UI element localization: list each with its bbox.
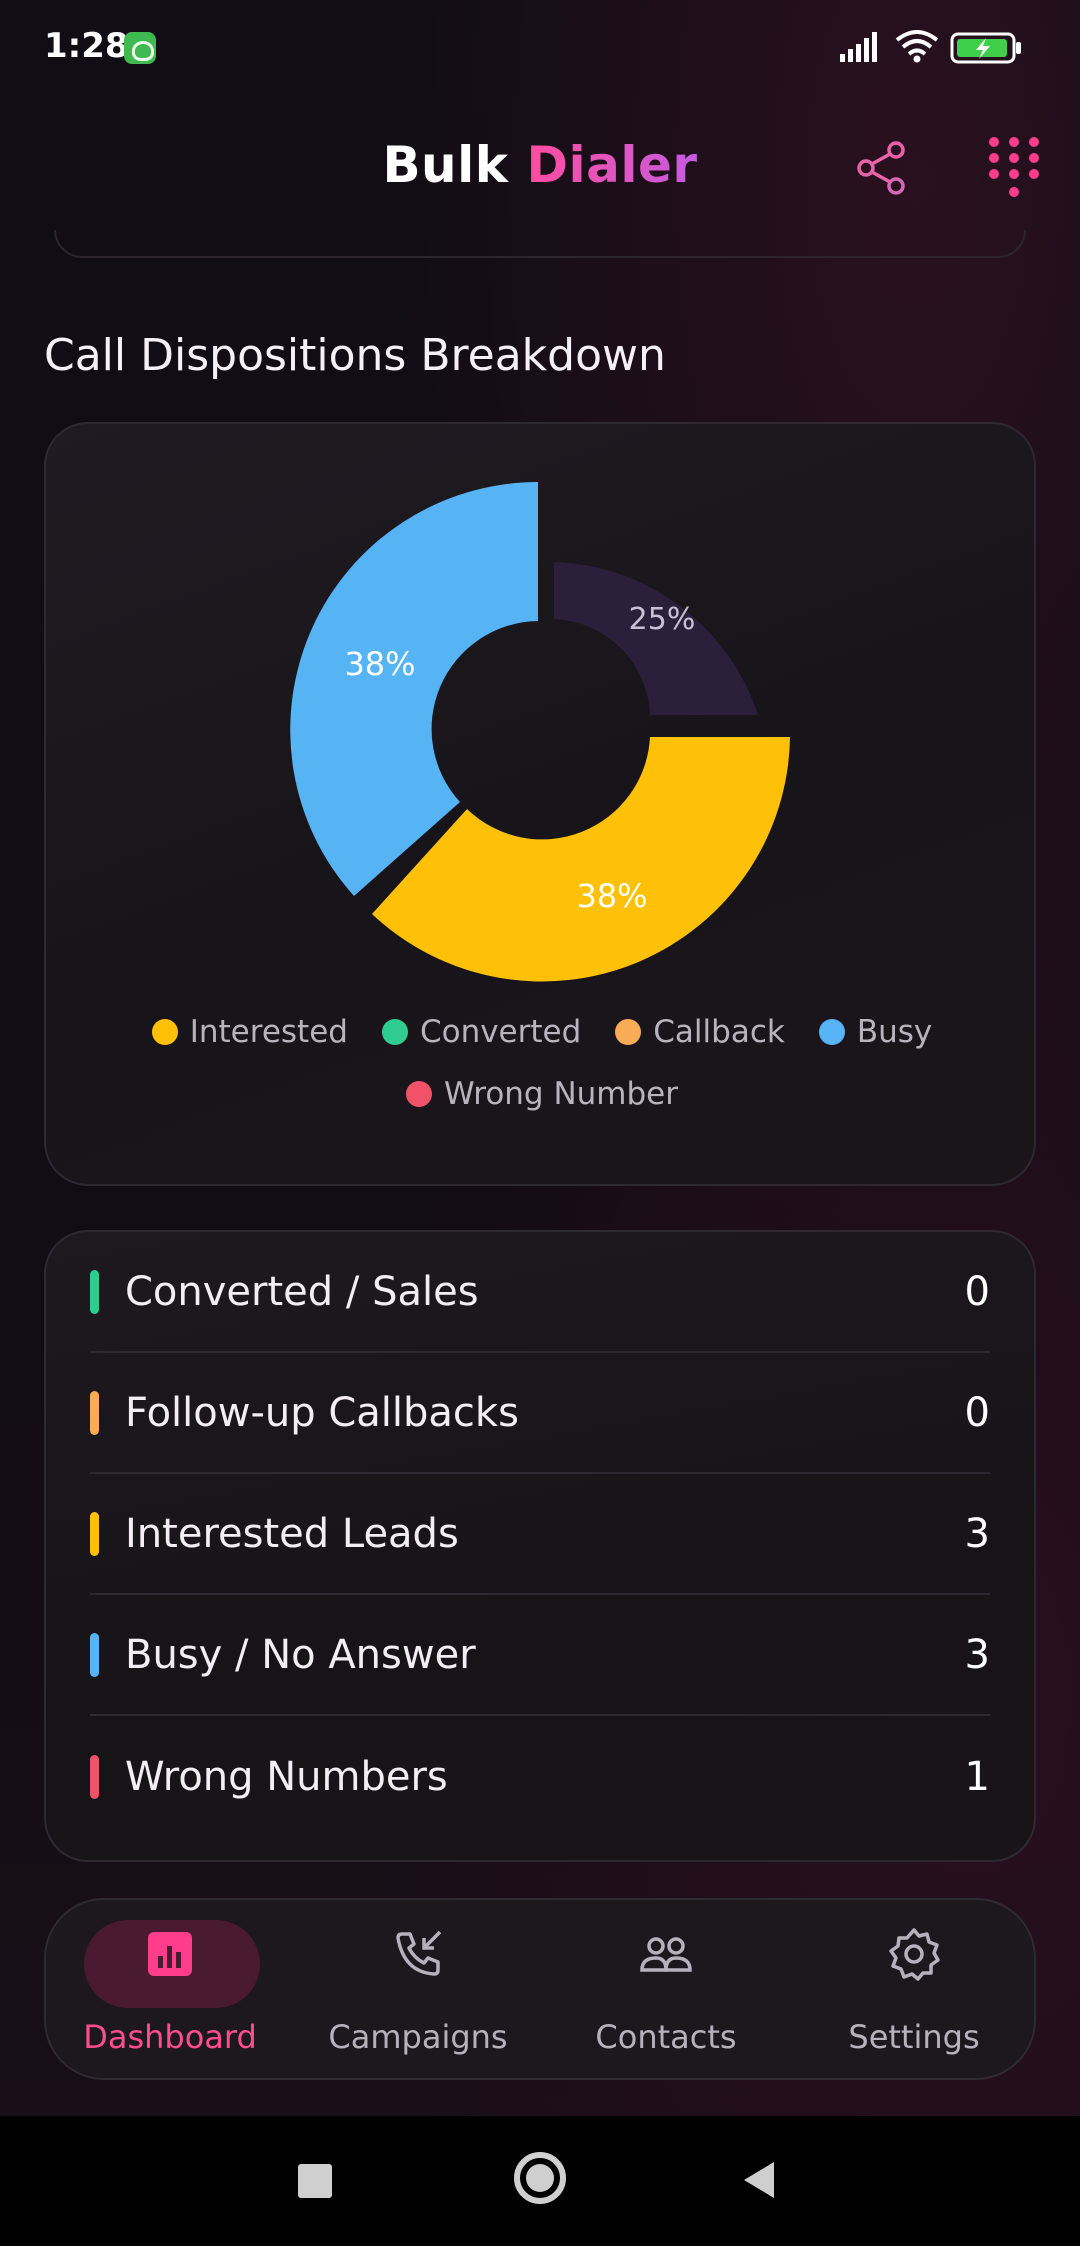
- legend-item-interested[interactable]: Interested: [151, 1014, 348, 1050]
- recent-apps-button[interactable]: [298, 2164, 332, 2198]
- stat-value: 3: [964, 1510, 990, 1557]
- dialpad-icon[interactable]: [986, 134, 1042, 202]
- app-notification-icon: [124, 32, 156, 64]
- bar-chart-icon: [148, 1932, 192, 1976]
- legend-label: Busy: [856, 1014, 933, 1050]
- app-header: Bulk Dialer: [0, 120, 1080, 220]
- bottom-nav: Dashboard Campaigns Contacts Settings: [44, 1898, 1036, 2080]
- legend-item-callback[interactable]: Callback: [615, 1014, 785, 1050]
- dispositions-stats-card: Converted / Sales 0 Follow-up Callbacks …: [44, 1230, 1036, 1862]
- nav-label: Campaigns: [328, 2018, 508, 2056]
- donut-chart: 25% 38% 38%: [290, 482, 790, 982]
- back-button[interactable]: [740, 2160, 776, 2200]
- app-title-part2: Dialer: [526, 136, 698, 194]
- previous-card-edge: [54, 230, 1026, 258]
- data-label-25: 25%: [629, 602, 696, 637]
- wifi-icon: [895, 30, 939, 63]
- stat-label: Interested Leads: [125, 1510, 459, 1557]
- stat-color-bar: [90, 1754, 99, 1799]
- stat-color-bar: [90, 1390, 99, 1435]
- home-button[interactable]: [514, 2152, 566, 2204]
- legend-item-converted[interactable]: Converted: [381, 1014, 582, 1050]
- legend-dot: [406, 1081, 432, 1107]
- data-label-busy: 38%: [344, 645, 415, 683]
- nav-label: Dashboard: [83, 2018, 257, 2056]
- slice-busy[interactable]: [290, 482, 538, 896]
- stat-value: 1: [964, 1753, 990, 1800]
- stat-color-bar: [90, 1632, 99, 1677]
- legend-label: Converted: [419, 1014, 582, 1050]
- signal-icon: [840, 32, 877, 62]
- legend-dot: [381, 1019, 408, 1045]
- phone-incoming-icon: [396, 1930, 442, 1976]
- stat-value: 0: [964, 1268, 990, 1315]
- share-icon[interactable]: [852, 138, 912, 198]
- nav-label: Settings: [848, 2018, 980, 2056]
- users-icon: [640, 1937, 692, 1972]
- system-nav-bar: [0, 2116, 1080, 2246]
- status-time: 1:28: [44, 26, 129, 66]
- gear-icon: [889, 1928, 940, 1981]
- legend-item-busy[interactable]: Busy: [818, 1014, 933, 1050]
- stat-row-wrong-numbers: Wrong Numbers 1: [90, 1716, 990, 1837]
- stat-row-interested: Interested Leads 3: [90, 1474, 990, 1595]
- nav-settings[interactable]: Settings: [790, 1900, 1038, 2082]
- nav-campaigns[interactable]: Campaigns: [294, 1900, 542, 2082]
- app-title-part1: Bulk: [382, 136, 509, 194]
- status-bar: 1:28: [0, 0, 1080, 96]
- legend-dot: [151, 1019, 178, 1045]
- section-title: Call Dispositions Breakdown: [44, 330, 666, 381]
- legend-label: Callback: [653, 1014, 785, 1050]
- stat-label: Follow-up Callbacks: [125, 1389, 519, 1436]
- legend-label: Wrong Number: [444, 1076, 678, 1112]
- legend-item-wrong-number[interactable]: Wrong Number: [406, 1076, 678, 1112]
- stat-row-converted: Converted / Sales 0: [90, 1232, 990, 1353]
- stat-color-bar: [90, 1269, 99, 1314]
- chart-legend: Interested Converted Callback Busy Wrong…: [46, 1014, 1038, 1112]
- nav-contacts[interactable]: Contacts: [542, 1900, 790, 2082]
- legend-dot: [615, 1019, 642, 1045]
- stat-label: Converted / Sales: [125, 1268, 479, 1315]
- stat-color-bar: [90, 1511, 99, 1556]
- stat-row-callbacks: Follow-up Callbacks 0: [90, 1353, 990, 1474]
- stat-value: 3: [964, 1631, 990, 1678]
- dispositions-chart-card: 25% 38% 38% Interested Converted Callbac…: [44, 422, 1036, 1186]
- legend-dot: [818, 1019, 845, 1045]
- slice-interested[interactable]: [372, 737, 790, 982]
- data-label-interested: 38%: [576, 877, 647, 915]
- legend-label: Interested: [189, 1014, 348, 1050]
- nav-label: Contacts: [595, 2018, 737, 2056]
- stat-label: Busy / No Answer: [125, 1631, 476, 1678]
- nav-dashboard[interactable]: Dashboard: [46, 1900, 294, 2082]
- app-title: Bulk Dialer: [0, 136, 1080, 194]
- slice-25[interactable]: [554, 562, 758, 715]
- stat-row-busy: Busy / No Answer 3: [90, 1595, 990, 1716]
- battery-icon: [950, 32, 1021, 64]
- home-button-inner: [526, 2164, 554, 2192]
- stat-value: 0: [964, 1389, 990, 1436]
- stat-label: Wrong Numbers: [125, 1753, 448, 1800]
